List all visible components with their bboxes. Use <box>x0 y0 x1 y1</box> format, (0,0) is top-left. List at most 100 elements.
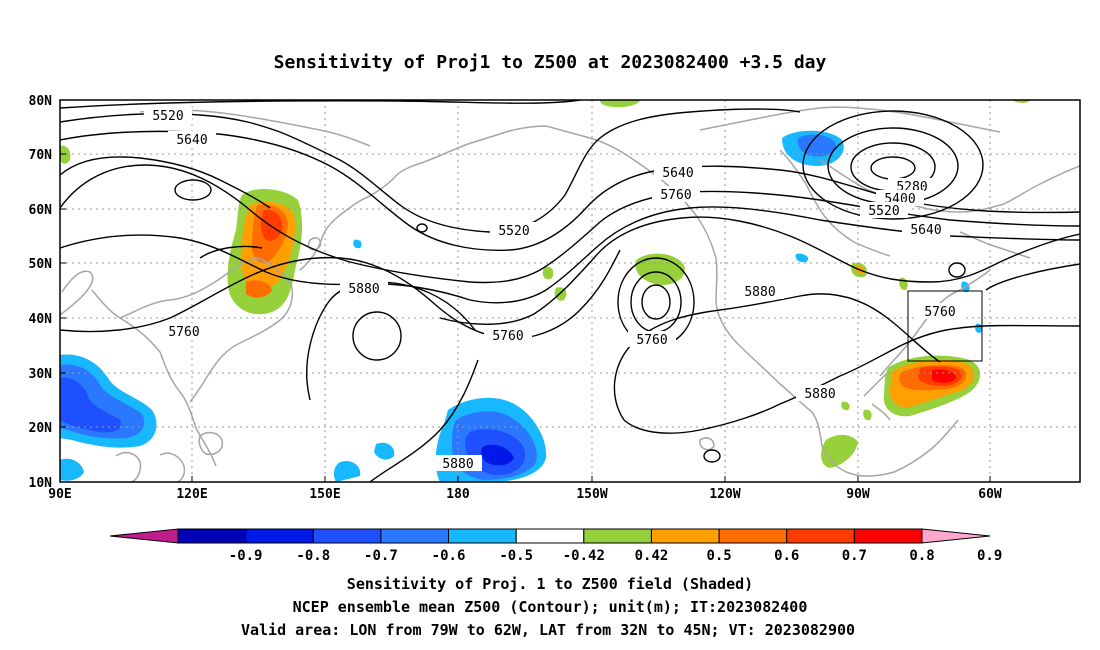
contour-label: 5880 <box>736 283 784 300</box>
contour-label: 5760 <box>628 331 676 348</box>
negative-sensitivity-region <box>60 458 84 481</box>
valid-area-box <box>907 290 983 362</box>
svg-text:5760: 5760 <box>492 329 523 344</box>
colorbar-segment <box>650 528 720 544</box>
positive-sensitivity-region <box>60 145 71 164</box>
lon-tick-label: 120E <box>176 487 207 502</box>
caption-line-1: Sensitivity of Proj. 1 to Z500 field (Sh… <box>347 575 753 593</box>
negative-sensitivity-region <box>60 377 122 433</box>
positive-sensitivity-region <box>246 280 272 298</box>
colorbar-segment <box>245 528 314 544</box>
negative-sensitivity-region <box>795 253 809 263</box>
colorbar-label: 0.6 <box>774 548 799 564</box>
colorbar-segment <box>921 528 991 544</box>
lon-axis: 90E 120E 150E 180 150W 120W 90W 60W <box>48 487 1002 502</box>
figure-title: Sensitivity of Proj1 to Z500 at 20230824… <box>274 52 827 73</box>
contour-label: 5520 <box>490 222 538 239</box>
contour-label: 5880 <box>796 385 844 402</box>
svg-text:5880: 5880 <box>348 282 379 297</box>
contour-label: 5760 <box>652 186 700 203</box>
lat-tick-label: 60N <box>29 203 53 218</box>
svg-text:5880: 5880 <box>804 387 835 402</box>
svg-text:5640: 5640 <box>176 133 207 148</box>
negative-sensitivity-region <box>374 442 395 460</box>
contour-label: 5640 <box>654 164 702 181</box>
colorbar-segment <box>177 528 247 544</box>
contour-label: 5640 <box>902 221 950 238</box>
contour-label: 5880 <box>434 455 482 472</box>
contour-label: 5760 <box>160 323 208 340</box>
lon-tick-label: 150E <box>309 487 340 502</box>
lat-tick-label: 20N <box>29 421 53 436</box>
contour-label: 5760 <box>484 327 532 344</box>
lon-tick-label: 60W <box>978 487 1002 502</box>
svg-text:5760: 5760 <box>168 325 199 340</box>
contour-label: 5880 <box>340 280 388 297</box>
lat-tick-label: 10N <box>29 476 53 491</box>
negative-sensitivity-region <box>353 239 362 249</box>
contour-label: 5640 <box>168 131 216 148</box>
colorbar-segment <box>515 528 585 544</box>
colorbar-segment <box>718 528 788 544</box>
svg-text:5760: 5760 <box>660 188 691 203</box>
negative-sensitivity-region <box>333 460 361 482</box>
lat-tick-label: 50N <box>29 257 53 272</box>
contour-labels: 5520 5640 5640 5760 5520 5280 5400 5520 … <box>144 107 964 472</box>
svg-text:5760: 5760 <box>636 333 667 348</box>
colorbar-label: 0.7 <box>842 548 867 564</box>
negative-sensitivity-region <box>797 134 836 157</box>
lon-tick-label: 90W <box>846 487 870 502</box>
colorbar-label: -0.42 <box>563 548 605 564</box>
contour-label: 5520 <box>144 107 192 124</box>
z500-contours <box>60 100 1080 482</box>
colorbar-segment <box>380 528 450 544</box>
lat-axis: 10N 20N 30N 40N 50N 60N 70N 80N <box>29 94 53 491</box>
colorbar-label: -0.9 <box>229 548 263 564</box>
svg-text:5640: 5640 <box>910 223 941 238</box>
lon-tick-label: 180 <box>446 487 470 502</box>
colorbar-label: 0.9 <box>977 548 1002 564</box>
positive-sensitivity-region <box>542 266 554 280</box>
contour-label: 5760 <box>916 303 964 320</box>
colorbar-label: -0.7 <box>364 548 398 564</box>
svg-text:5520: 5520 <box>152 109 183 124</box>
colorbar-label: -0.8 <box>296 548 330 564</box>
svg-text:5520: 5520 <box>498 224 529 239</box>
lat-tick-label: 30N <box>29 367 53 382</box>
colorbar-segment <box>583 528 652 544</box>
colorbar: -0.9 -0.8 -0.7 -0.6 -0.5 -0.42 0.42 0.5 0.6 0.7 0.… <box>109 528 1002 564</box>
colorbar-segment <box>109 528 179 544</box>
caption-line-3: Valid area: LON from 79W to 62W, LAT fro… <box>241 621 855 639</box>
positive-sensitivity-region <box>863 409 872 421</box>
lat-tick-label: 70N <box>29 148 53 163</box>
colorbar-label: -0.5 <box>499 548 533 564</box>
lon-tick-label: 150W <box>576 487 607 502</box>
colorbar-segment <box>786 528 855 544</box>
tick-marks <box>60 99 991 483</box>
svg-text:5880: 5880 <box>744 285 775 300</box>
svg-text:5640: 5640 <box>662 166 693 181</box>
colorbar-segment <box>448 528 517 544</box>
map-panel: 5520 5640 5640 5760 5520 5280 5400 5520 … <box>59 99 1081 483</box>
positive-sensitivity-region <box>841 401 850 411</box>
colorbar-label: 0.8 <box>909 548 934 564</box>
colorbar-label: -0.6 <box>432 548 466 564</box>
lon-tick-label: 120W <box>709 487 740 502</box>
svg-text:5880: 5880 <box>442 457 473 472</box>
colorbar-segment <box>853 528 923 544</box>
svg-text:5520: 5520 <box>868 204 899 219</box>
colorbar-label: 0.5 <box>706 548 731 564</box>
positive-sensitivity-region <box>261 209 283 241</box>
lat-tick-label: 40N <box>29 312 53 327</box>
grid-lines <box>60 100 1080 482</box>
colorbar-label: 0.42 <box>635 548 669 564</box>
lat-tick-label: 80N <box>29 94 53 109</box>
negative-sensitivity-region <box>481 444 514 466</box>
colorbar-segment <box>312 528 382 544</box>
contour-label: 5520 <box>860 202 908 219</box>
svg-text:5760: 5760 <box>924 305 955 320</box>
caption-line-2: NCEP ensemble mean Z500 (Contour); unit(… <box>293 598 808 616</box>
positive-sensitivity-region <box>600 100 640 108</box>
lon-tick-label: 90E <box>48 487 71 502</box>
